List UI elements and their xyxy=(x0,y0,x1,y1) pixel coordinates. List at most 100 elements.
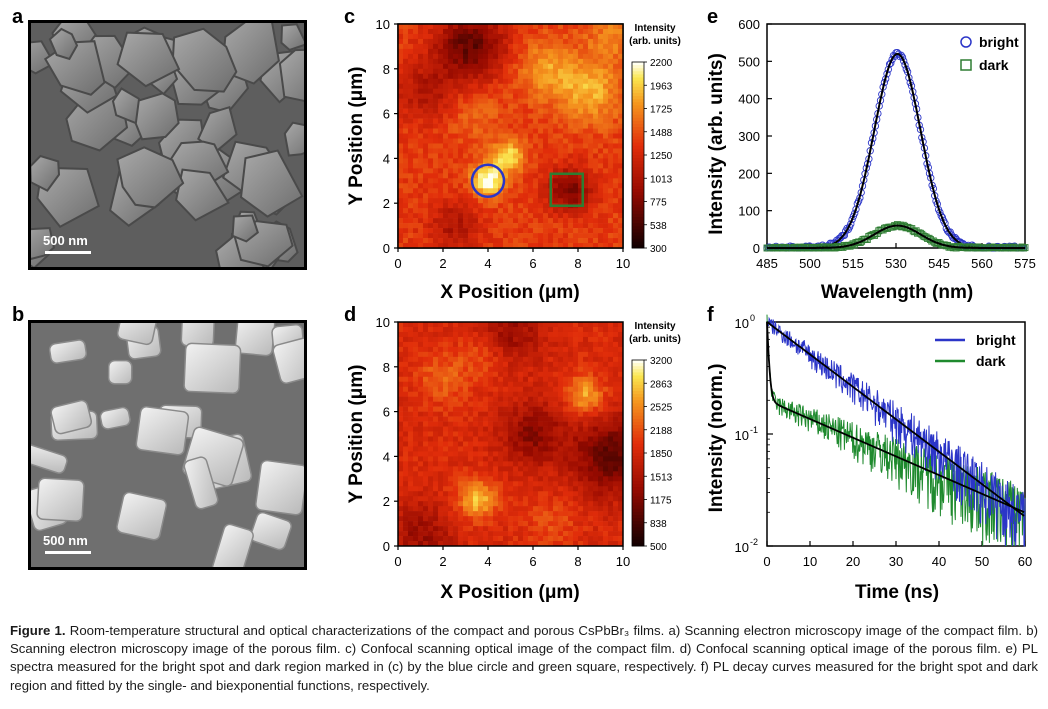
heat-cell xyxy=(398,43,404,50)
heat-cell xyxy=(543,441,549,447)
heat-cell xyxy=(503,371,509,378)
heat-cell xyxy=(613,481,619,487)
heat-cell xyxy=(428,351,434,358)
heat-cell xyxy=(423,193,429,199)
heat-cell xyxy=(403,113,409,119)
heat-cell xyxy=(613,24,619,30)
heat-cell xyxy=(498,93,504,99)
heat-cell xyxy=(488,158,494,164)
heat-cell xyxy=(463,118,469,124)
heat-cell xyxy=(453,361,459,368)
heat-cell xyxy=(408,148,414,154)
heat-cell xyxy=(488,98,494,104)
heat-cell xyxy=(453,238,459,244)
heat-cell xyxy=(443,63,449,70)
heat-cell xyxy=(583,516,589,522)
colorbar-step xyxy=(632,86,644,91)
heat-cell xyxy=(463,446,469,452)
colorbar-step xyxy=(632,235,644,240)
heat-cell xyxy=(513,326,519,333)
heat-cell xyxy=(448,118,454,124)
crystal xyxy=(36,477,85,522)
heat-cell xyxy=(603,486,609,492)
heat-cell xyxy=(618,456,624,462)
heat-cell xyxy=(413,496,419,502)
heat-cell xyxy=(478,183,484,189)
heat-cell xyxy=(598,138,604,144)
heat-cell xyxy=(423,322,429,328)
heat-cell xyxy=(608,143,614,149)
heat-cell xyxy=(438,361,444,368)
heat-cell xyxy=(418,163,424,169)
heat-cell xyxy=(403,83,409,90)
heat-cell xyxy=(563,506,569,512)
heat-cell xyxy=(603,416,609,422)
heat-cell xyxy=(588,68,594,75)
heat-cell xyxy=(488,336,494,343)
colorbar-step xyxy=(632,124,644,128)
heat-cell xyxy=(563,78,569,85)
heat-cell xyxy=(503,446,509,452)
heat-cell xyxy=(473,163,479,169)
heat-cell xyxy=(423,521,429,527)
heat-cell xyxy=(468,366,474,373)
heat-cell xyxy=(593,486,599,492)
heat-cell xyxy=(408,168,414,174)
heat-cell xyxy=(588,331,594,338)
heat-cell xyxy=(443,501,449,507)
heat-cell xyxy=(543,93,549,99)
heat-cell xyxy=(483,238,489,244)
heat-cell xyxy=(433,361,439,368)
heat-cell xyxy=(478,361,484,368)
heat-cell xyxy=(428,63,434,70)
heat-cell xyxy=(408,28,414,35)
heat-cell xyxy=(398,381,404,388)
heat-cell xyxy=(493,58,499,65)
heat-cell xyxy=(563,103,569,109)
heat-cell xyxy=(458,223,464,229)
heat-cell xyxy=(403,351,409,358)
heat-cell xyxy=(453,391,459,397)
heat-cell xyxy=(503,58,509,65)
heat-cell xyxy=(488,486,494,492)
heat-cell xyxy=(548,93,554,99)
heat-cell xyxy=(583,28,589,35)
heat-cell xyxy=(543,48,549,55)
heat-cell xyxy=(513,491,519,497)
heat-cell xyxy=(408,431,414,437)
heat-cell xyxy=(588,168,594,174)
heat-cell xyxy=(443,451,449,457)
heat-cell xyxy=(403,53,409,60)
heat-cell xyxy=(438,322,444,328)
heat-cell xyxy=(518,198,524,204)
heat-cell xyxy=(563,456,569,462)
heat-cell xyxy=(543,103,549,109)
heat-cell xyxy=(603,233,609,239)
heat-cell xyxy=(498,361,504,368)
heat-cell xyxy=(418,356,424,363)
heat-cell xyxy=(543,401,549,407)
colorbar-step xyxy=(632,182,644,187)
heat-cell xyxy=(448,381,454,388)
heat-cell xyxy=(488,183,494,189)
heat-cell xyxy=(458,153,464,159)
heat-cell xyxy=(578,218,584,224)
heat-cell xyxy=(413,431,419,437)
heat-cell xyxy=(448,143,454,149)
heat-cell xyxy=(453,421,459,427)
heat-cell xyxy=(613,411,619,417)
heat-cell xyxy=(573,73,579,80)
heat-cell xyxy=(508,326,514,333)
heat-cell xyxy=(563,336,569,343)
heat-cell xyxy=(418,501,424,507)
heat-cell xyxy=(423,451,429,457)
heat-cell xyxy=(598,178,604,184)
heat-cell xyxy=(573,168,579,174)
heat-cell xyxy=(518,541,524,547)
heat-cell xyxy=(523,163,529,169)
heat-cell xyxy=(583,521,589,527)
y-tick-label: 200 xyxy=(738,166,760,181)
heat-cell xyxy=(548,506,554,512)
heat-cell xyxy=(463,322,469,328)
x-tick-label: 10 xyxy=(616,554,630,569)
